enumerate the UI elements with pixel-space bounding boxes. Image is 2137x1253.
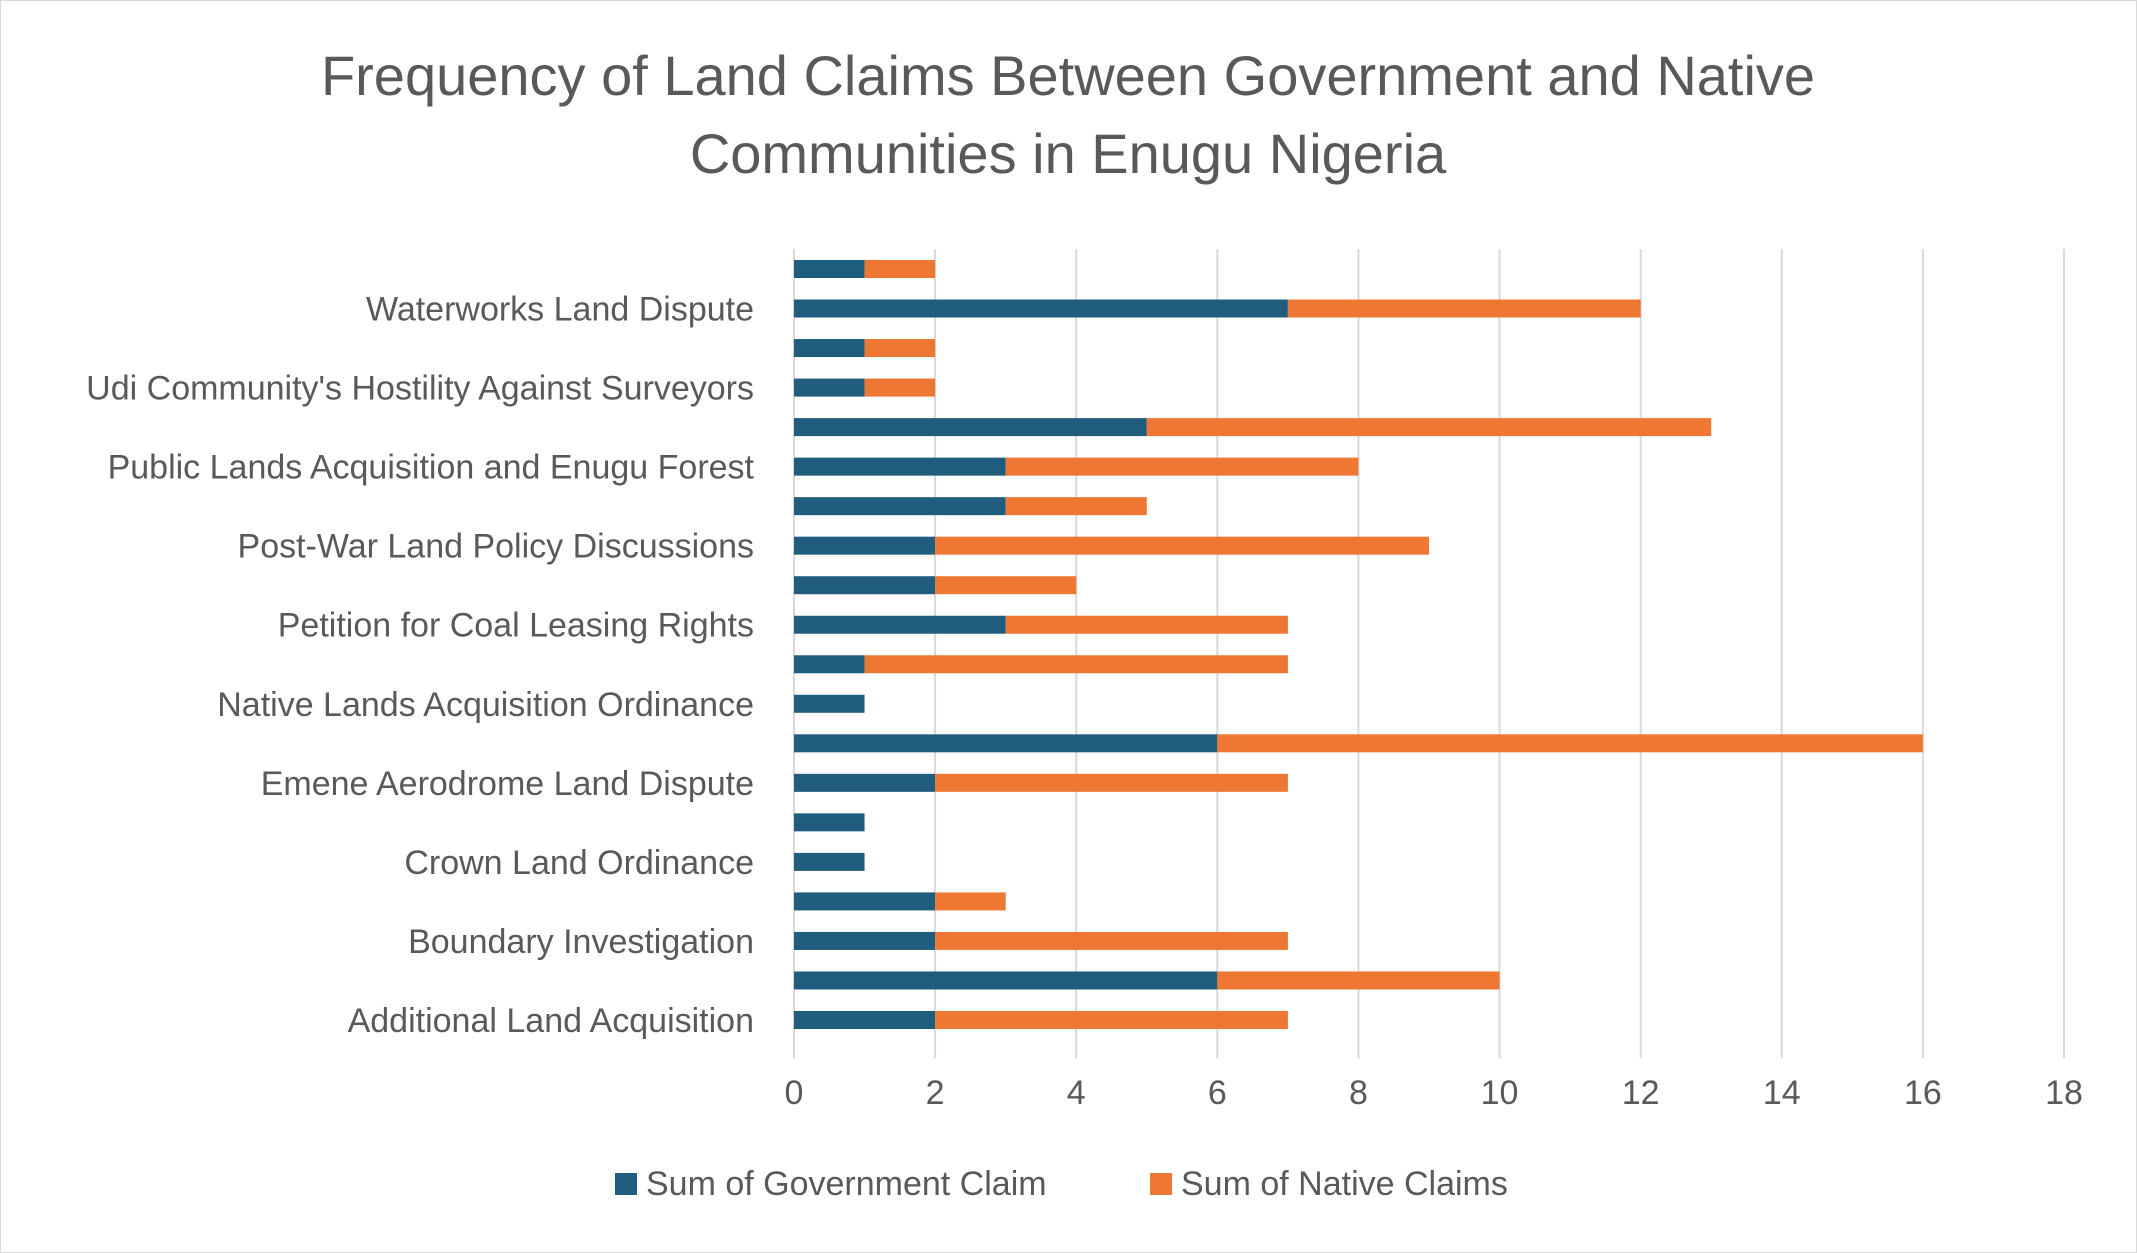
bar-native-9 — [864, 655, 1288, 674]
category-label-2: Boundary Investigation — [408, 923, 754, 961]
bar-government-9 — [794, 655, 865, 674]
x-tick-label-14: 14 — [1763, 1074, 1801, 1112]
chart-title-line-1: Frequency of Land Claims Between Governm… — [321, 44, 1815, 107]
x-tick-label-2: 2 — [926, 1074, 945, 1112]
legend-swatch-native — [1150, 1173, 1172, 1195]
bar-native-1 — [1217, 971, 1500, 990]
x-tick-label-12: 12 — [1622, 1074, 1660, 1112]
category-label-16: Udi Community's Hostility Against Survey… — [86, 370, 754, 408]
bar-native-13 — [1005, 497, 1147, 516]
x-tick-label-6: 6 — [1208, 1074, 1227, 1112]
legend-label-native: Sum of Native Claims — [1181, 1165, 1508, 1203]
bar-native-0 — [935, 1011, 1288, 1029]
bar-government-3 — [794, 892, 936, 911]
bar-government-6 — [794, 773, 936, 792]
bar-native-16 — [864, 378, 936, 397]
bar-government-2 — [794, 931, 936, 950]
bar-government-17 — [794, 339, 865, 358]
bar-government-19 — [794, 260, 865, 278]
category-label-4: Crown Land Ordinance — [404, 844, 754, 882]
x-tick-label-8: 8 — [1349, 1074, 1368, 1112]
chart-title-line-2: Communities in Enugu Nigeria — [690, 122, 1447, 185]
category-label-12: Post-War Land Policy Discussions — [238, 528, 754, 566]
category-label-8: Native Lands Acquisition Ordinance — [217, 686, 754, 724]
category-label-18: Waterworks Land Dispute — [366, 291, 754, 329]
bar-native-18 — [1287, 299, 1641, 318]
bar-native-2 — [935, 931, 1288, 950]
bar-native-17 — [864, 339, 936, 358]
bar-area — [794, 260, 1923, 1029]
bar-native-15 — [1146, 418, 1712, 437]
bar-native-11 — [935, 576, 1077, 595]
x-tick-label-18: 18 — [2045, 1074, 2083, 1112]
x-tick-label-0: 0 — [785, 1074, 804, 1112]
bar-government-8 — [794, 694, 865, 713]
bar-native-6 — [935, 773, 1288, 792]
bar-government-13 — [794, 497, 1006, 516]
category-label-6: Emene Aerodrome Land Dispute — [261, 765, 754, 803]
bar-native-7 — [1217, 734, 1923, 753]
x-tick-label-4: 4 — [1067, 1074, 1086, 1112]
bar-government-0 — [794, 1011, 936, 1029]
bar-government-1 — [794, 971, 1218, 990]
bar-native-12 — [935, 536, 1429, 555]
value-axis-labels: 0 2 4 6 8 10 12 14 16 18 — [785, 1074, 2083, 1112]
chart-title: Frequency of Land Claims Between Governm… — [321, 44, 1815, 185]
category-label-0: Additional Land Acquisition — [348, 1002, 754, 1040]
category-axis-labels: Additional Land Acquisition Boundary Inve… — [86, 291, 754, 1040]
bar-government-10 — [794, 615, 1006, 634]
bar-government-4 — [794, 852, 865, 871]
bar-native-14 — [1005, 457, 1359, 476]
bar-government-12 — [794, 536, 936, 555]
legend: Sum of Government Claim Sum of Native Cla… — [615, 1165, 1508, 1203]
category-label-14: Public Lands Acquisition and Enugu Fores… — [108, 449, 755, 487]
x-tick-label-10: 10 — [1481, 1074, 1519, 1112]
bar-government-15 — [794, 418, 1147, 437]
bar-government-5 — [794, 813, 865, 832]
bar-native-10 — [1005, 615, 1288, 634]
bar-government-16 — [794, 378, 865, 397]
x-tick-label-16: 16 — [1904, 1074, 1942, 1112]
category-label-10: Petition for Coal Leasing Rights — [278, 607, 754, 645]
bar-government-11 — [794, 576, 936, 595]
legend-label-government: Sum of Government Claim — [646, 1165, 1047, 1203]
bar-native-3 — [935, 892, 1006, 911]
bar-government-7 — [794, 734, 1218, 753]
bar-native-19 — [864, 260, 936, 278]
bar-government-18 — [794, 299, 1288, 318]
bar-government-14 — [794, 457, 1006, 476]
legend-swatch-government — [615, 1173, 637, 1195]
